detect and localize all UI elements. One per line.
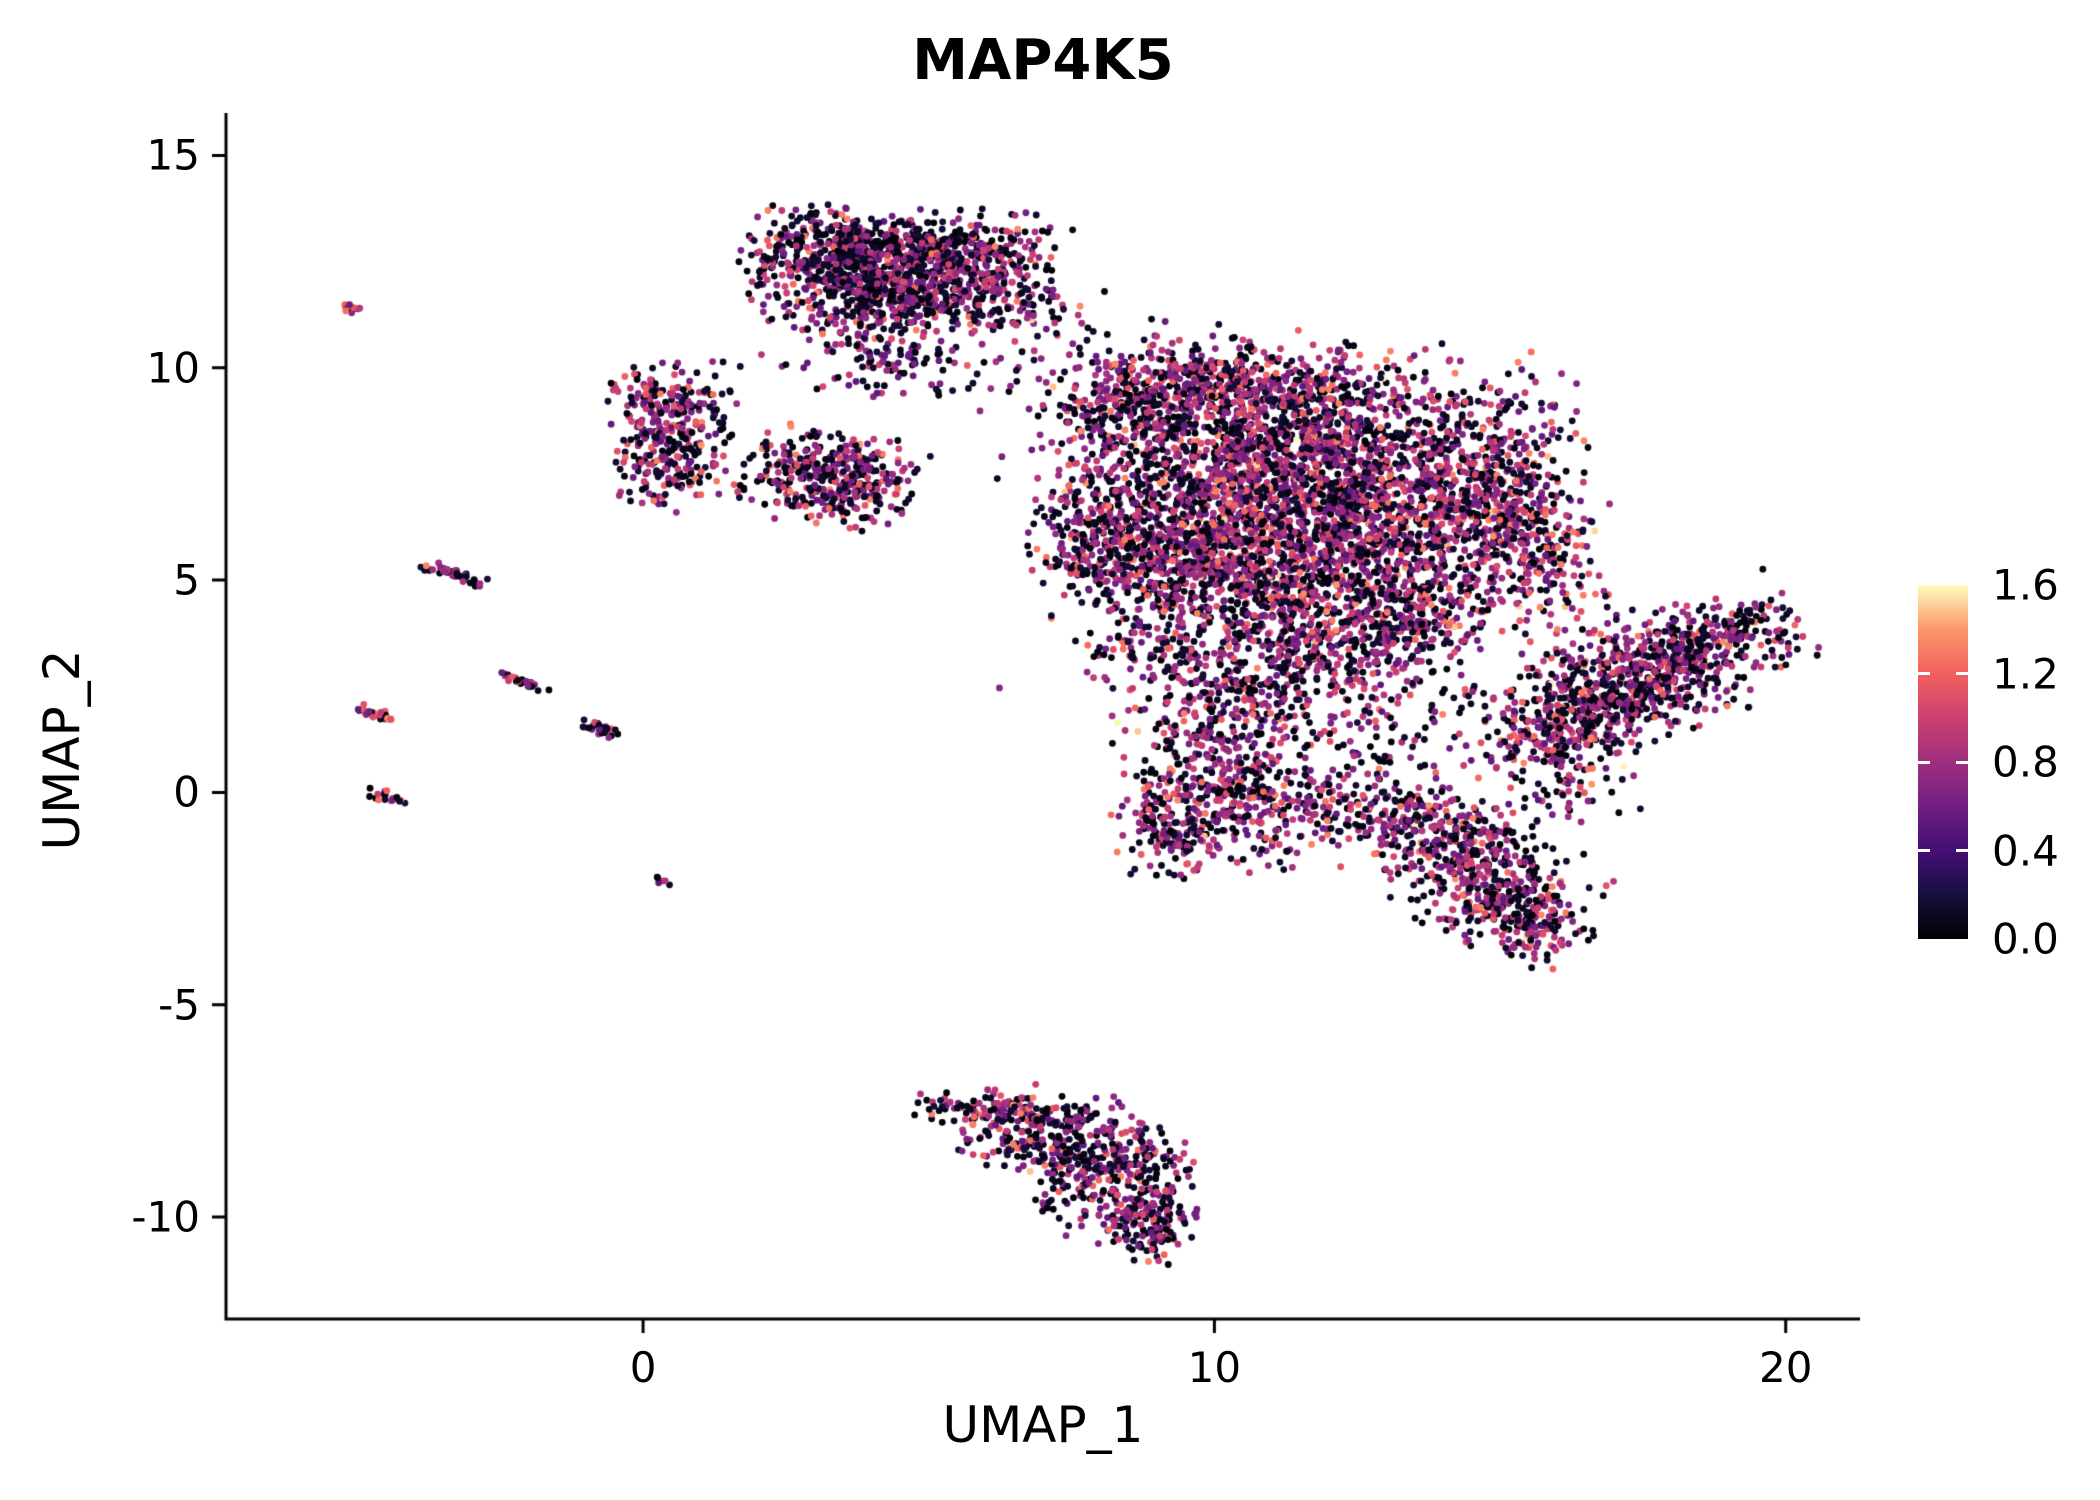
legend-tick-mark	[1956, 672, 1968, 675]
legend-tick-mark	[1918, 760, 1930, 764]
legend-tick-label: 1.2	[1992, 649, 2059, 698]
y-tick-label: 15	[146, 130, 200, 180]
plot-title: MAP4K5	[912, 28, 1174, 93]
y-tick-label: 0	[173, 767, 200, 817]
y-tick-label: -5	[158, 980, 200, 1030]
y-tick-label: 5	[173, 555, 200, 605]
legend-tick-label: 1.6	[1992, 560, 2059, 610]
legend-tick-label: 0.8	[1992, 737, 2059, 787]
legend-tick-mark	[1956, 849, 1968, 852]
x-tick-label: 0	[629, 1343, 657, 1392]
x-tick-label: 20	[1758, 1343, 1813, 1392]
x-axis-title: UMAP_1	[942, 1396, 1144, 1454]
legend-tick-mark	[1918, 672, 1930, 675]
legend-tick-mark	[1918, 849, 1930, 852]
y-tick-label: -10	[131, 1192, 200, 1242]
legend-tick-label: 0.4	[1992, 826, 2059, 875]
y-axis-title: UMAP_2	[33, 649, 91, 851]
x-tick-label: 10	[1187, 1343, 1242, 1392]
legend-tick-mark	[1956, 760, 1968, 764]
y-tick-label: 10	[146, 343, 200, 393]
legend-tick-label: 0.0	[1992, 914, 2059, 964]
